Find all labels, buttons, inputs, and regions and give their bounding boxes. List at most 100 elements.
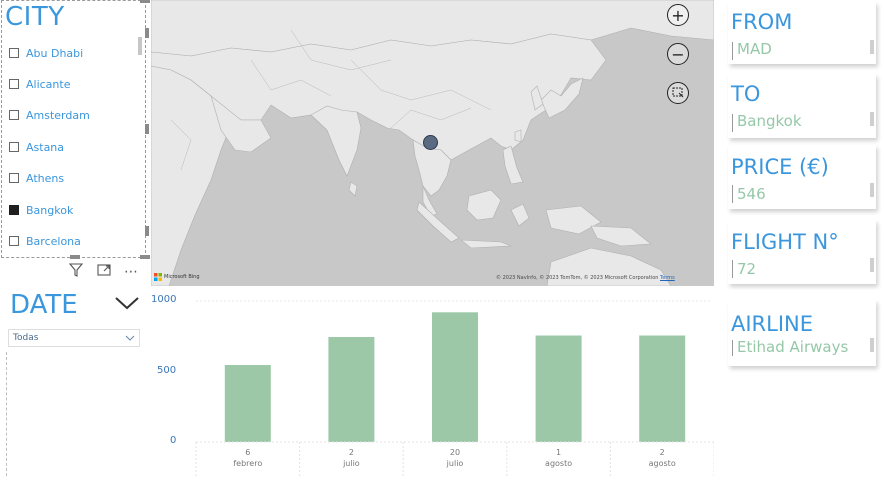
more-options-icon[interactable]: ⋯: [124, 264, 139, 280]
checkbox[interactable]: [9, 173, 19, 183]
kpi-label: FROM: [731, 10, 793, 34]
kpi-label: PRICE (€): [731, 155, 829, 179]
zoom-out-button[interactable]: −: [667, 43, 689, 65]
bar[interactable]: [639, 335, 686, 443]
bar[interactable]: [432, 312, 478, 442]
rectangle-select-icon: [672, 87, 684, 98]
kpi-card: PRICE (€) 546: [728, 145, 876, 209]
bar-chart: 0 500 1000 6 febrero 2 julio 20 julio 1 agosto 2 ag…: [151, 292, 715, 476]
resize-handle[interactable]: [145, 226, 149, 236]
focus-mode-icon[interactable]: [96, 262, 112, 282]
city-item-label: Athens: [26, 171, 65, 185]
kpi-value: 546: [737, 185, 766, 203]
zoom-in-button[interactable]: +: [667, 4, 689, 26]
kpi-scrollbar[interactable]: [870, 258, 874, 272]
city-item-label: Abu Dhabi: [26, 46, 84, 60]
city-slicer-title: CITY: [5, 2, 65, 32]
date-dropdown[interactable]: Todas: [8, 329, 140, 347]
chevron-down-icon[interactable]: [114, 295, 140, 311]
text-cursor: [732, 114, 733, 132]
x-tick-label: 20 julio: [425, 447, 485, 469]
text-cursor: [732, 340, 733, 356]
city-list-item[interactable]: Amsterdam: [9, 106, 90, 124]
kpi-scrollbar[interactable]: [870, 183, 874, 197]
map-copyright: © 2023 NavInfo, © 2023 TomTom, © 2023 Mi…: [496, 275, 675, 281]
city-slicer: [1, 0, 146, 258]
kpi-scrollbar[interactable]: [870, 112, 874, 126]
x-tick-day: 2: [348, 448, 354, 457]
y-tick-label: 1000: [151, 294, 177, 305]
bar[interactable]: [328, 337, 375, 442]
map-location-marker[interactable]: [423, 135, 438, 150]
map-visual[interactable]: + −: [151, 0, 714, 286]
kpi-value: Etihad Airways: [737, 338, 849, 356]
bar[interactable]: [535, 335, 582, 443]
kpi-label: AIRLINE: [731, 312, 814, 336]
kpi-label: FLIGHT N°: [731, 230, 839, 254]
microsoft-logo-icon: [154, 273, 162, 281]
bing-label: Microsoft Bing: [164, 274, 200, 280]
minus-icon: −: [671, 44, 685, 64]
divider: [6, 352, 8, 476]
kpi-scrollbar[interactable]: [870, 40, 874, 54]
city-list-item[interactable]: Bangkok: [9, 201, 73, 219]
checkbox[interactable]: [9, 110, 19, 120]
resize-handle[interactable]: [140, 0, 150, 3]
x-tick-day: 2: [659, 448, 665, 457]
x-tick-day: 1: [556, 448, 562, 457]
bar[interactable]: [224, 365, 271, 442]
city-item-label: Astana: [26, 140, 65, 154]
kpi-card: FROM MAD: [728, 2, 876, 64]
kpi-label: TO: [731, 82, 761, 106]
text-cursor: [732, 185, 733, 203]
chevron-down-icon: [125, 333, 135, 343]
resize-handle[interactable]: [145, 124, 149, 134]
resize-handle[interactable]: [140, 255, 150, 259]
kpi-value: Bangkok: [737, 112, 802, 130]
x-tick-day: 20: [449, 448, 461, 457]
x-tick-month: febrero: [233, 459, 263, 468]
x-tick-day: 6: [245, 448, 251, 457]
checkbox[interactable]: [9, 236, 19, 246]
date-slicer-title: DATE: [10, 290, 78, 320]
city-list-scrollbar[interactable]: [138, 37, 142, 55]
x-tick-month: julio: [446, 459, 464, 468]
city-list-item[interactable]: Athens: [9, 169, 64, 187]
map-copyright-text: © 2023 NavInfo, © 2023 TomTom, © 2023 Mi…: [496, 275, 659, 281]
city-list-item[interactable]: Barcelona: [9, 232, 81, 250]
city-list-item[interactable]: Astana: [9, 138, 64, 156]
kpi-value: MAD: [737, 40, 772, 58]
filter-icon[interactable]: [68, 262, 84, 282]
text-cursor: [732, 42, 733, 60]
checkbox[interactable]: [9, 48, 19, 58]
map-terms-link[interactable]: Terms: [660, 275, 675, 281]
city-list-item[interactable]: Alicante: [9, 75, 70, 93]
city-item-label: Alicante: [26, 77, 71, 91]
city-list-item[interactable]: Abu Dhabi: [9, 44, 83, 62]
x-tick-label: 6 febrero: [218, 447, 278, 469]
bar-chart-plot: [195, 300, 715, 476]
text-cursor: [732, 260, 733, 278]
kpi-scrollbar[interactable]: [870, 338, 874, 352]
x-tick-label: 1 agosto: [529, 447, 589, 469]
x-tick-month: agosto: [545, 459, 573, 468]
checkbox[interactable]: [9, 79, 19, 89]
city-item-label: Amsterdam: [26, 108, 90, 122]
city-item-label: Bangkok: [26, 203, 74, 217]
resize-handle[interactable]: [145, 28, 149, 38]
y-tick-label: 500: [157, 364, 177, 376]
date-dropdown-value: Todas: [13, 333, 39, 343]
plus-icon: +: [671, 5, 685, 25]
kpi-card: FLIGHT N° 72: [728, 220, 876, 284]
x-tick-label: 2 agosto: [632, 447, 692, 469]
visual-header-toolbar: ⋯: [68, 262, 139, 282]
kpi-value: 72: [737, 260, 757, 278]
resize-handle[interactable]: [70, 255, 80, 259]
checkbox[interactable]: [9, 205, 19, 215]
rectangle-select-button[interactable]: [667, 82, 689, 104]
y-tick-label: 0: [170, 435, 177, 446]
kpi-card: AIRLINE Etihad Airways: [728, 300, 876, 366]
bing-logo: Microsoft Bing: [154, 273, 200, 281]
x-tick-month: julio: [343, 459, 360, 468]
checkbox[interactable]: [9, 142, 19, 152]
